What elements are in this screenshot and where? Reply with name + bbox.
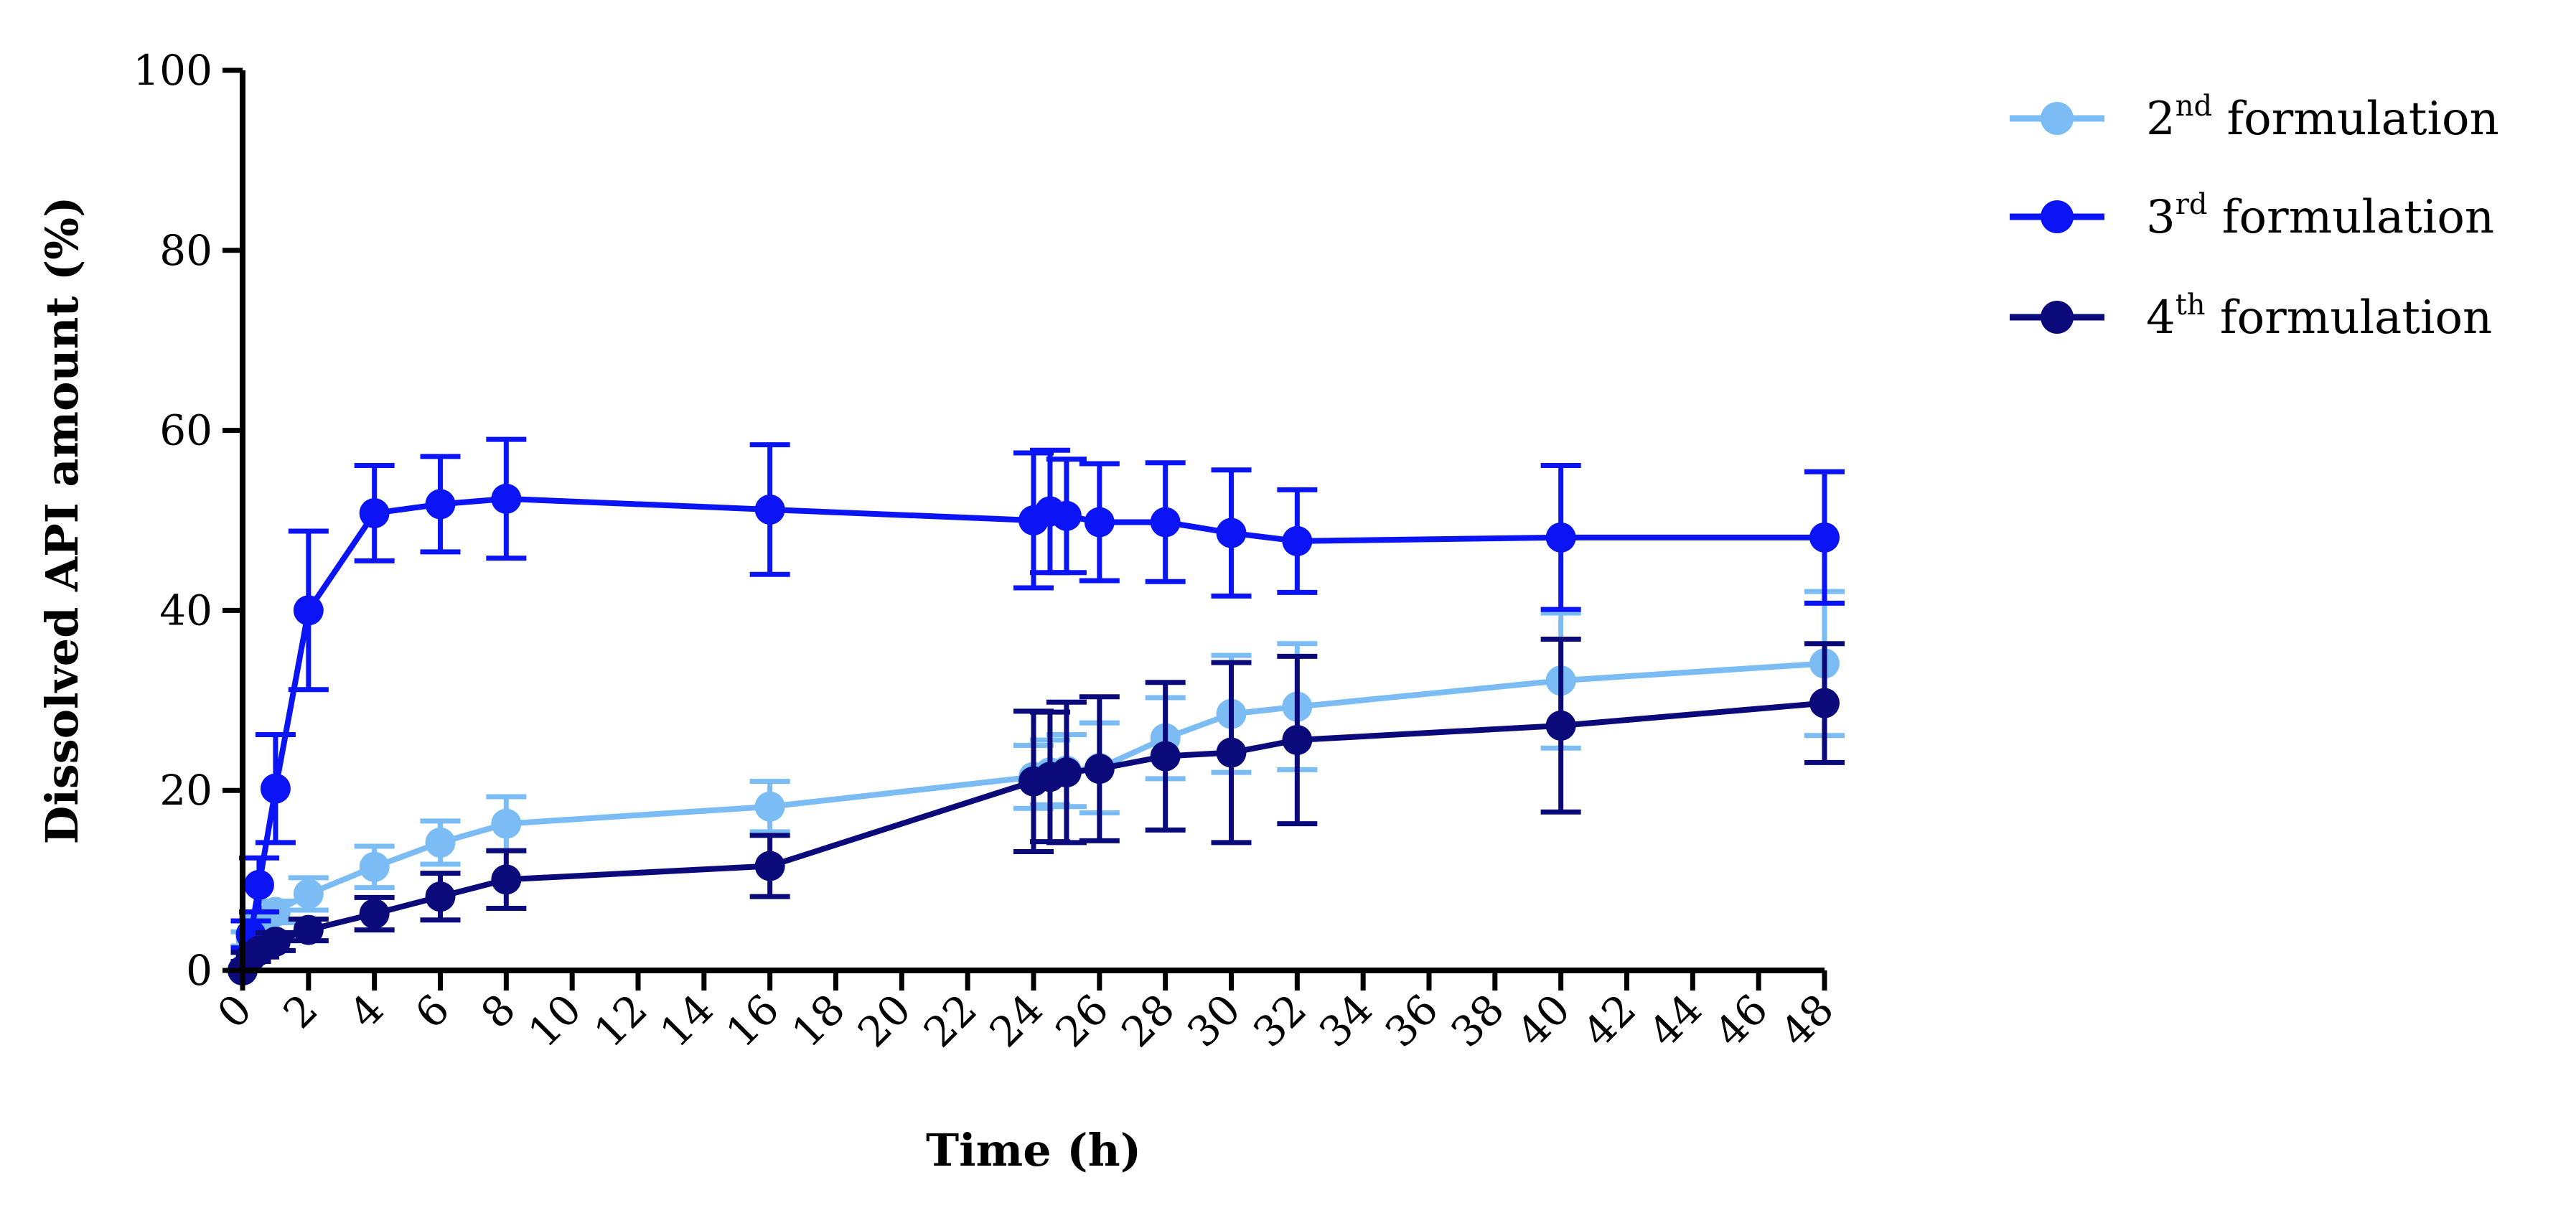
y-tick-label: 60 <box>159 406 212 455</box>
x-tick-label: 26 <box>1046 985 1118 1057</box>
y-tick-label: 0 <box>186 946 212 995</box>
x-tick-label: 42 <box>1573 985 1645 1057</box>
y-axis-title: Dissolved API amount (%) <box>36 197 88 845</box>
data-point <box>1150 507 1181 538</box>
data-point <box>359 898 390 929</box>
x-tick-label: 38 <box>1441 985 1513 1057</box>
data-point <box>1150 741 1181 772</box>
data-point <box>359 497 390 528</box>
legend-label-sup: th <box>2175 289 2206 322</box>
legend-label-sup: rd <box>2175 188 2208 221</box>
data-point <box>1809 522 1840 553</box>
x-tick-label: 12 <box>585 985 657 1057</box>
data-point <box>754 494 785 525</box>
x-tick-label: 8 <box>472 985 525 1038</box>
legend-label: 2nd formulation <box>2146 90 2499 146</box>
series-4 <box>228 637 1845 985</box>
y-tick-label: 80 <box>159 226 212 275</box>
x-tick-label: 10 <box>519 985 591 1057</box>
x-tick-label: 32 <box>1244 985 1316 1057</box>
y-tick-label: 20 <box>159 766 212 815</box>
data-point <box>754 791 785 822</box>
legend-swatch-marker <box>2041 301 2074 334</box>
x-tick-label: 48 <box>1771 985 1843 1057</box>
x-tick-label: 44 <box>1639 985 1711 1057</box>
plot-area <box>228 436 1845 985</box>
data-point <box>1051 500 1082 531</box>
x-tick-label: 34 <box>1310 985 1382 1057</box>
x-tick-label: 40 <box>1507 985 1579 1057</box>
legend-label: 3rd formulation <box>2146 188 2494 244</box>
x-tick-label: 0 <box>208 985 261 1038</box>
data-point <box>243 869 274 900</box>
data-point <box>425 881 456 912</box>
y-tick-label: 100 <box>133 46 212 95</box>
legend-label-base: 4 <box>2146 291 2175 345</box>
data-point <box>1216 518 1247 548</box>
data-point <box>491 483 522 514</box>
legend-label-base: 3 <box>2146 191 2175 244</box>
series-3 <box>228 436 1845 985</box>
data-point <box>1051 757 1082 788</box>
data-point <box>1084 754 1115 785</box>
x-tick-label: 30 <box>1178 985 1250 1057</box>
legend-label-rest: formulation <box>2206 291 2493 345</box>
data-point <box>1282 525 1313 556</box>
data-point <box>425 489 456 520</box>
x-tick-label: 24 <box>980 985 1052 1057</box>
data-point <box>425 827 456 858</box>
legend-item: 2nd formulation <box>2010 90 2499 146</box>
data-point <box>293 595 324 626</box>
data-point <box>1545 710 1576 741</box>
legend-swatch-marker <box>2041 200 2074 233</box>
y-ticks: 0 20 40 60 80 100 <box>133 46 243 995</box>
data-point <box>260 926 291 957</box>
data-point <box>293 914 324 945</box>
x-tick-label: 18 <box>782 985 854 1057</box>
x-tick-label: 36 <box>1376 985 1448 1057</box>
data-point <box>1545 522 1576 553</box>
legend-label-base: 2 <box>2146 93 2175 146</box>
data-point <box>293 879 324 909</box>
data-point <box>1216 737 1247 768</box>
data-point <box>491 808 522 839</box>
legend-label-rest: formulation <box>2212 93 2499 146</box>
legend-item: 3rd formulation <box>2010 188 2494 244</box>
data-point <box>1282 724 1313 755</box>
data-point <box>1084 507 1115 538</box>
y-tick-label: 40 <box>159 586 212 635</box>
legend-label: 4th formulation <box>2146 289 2492 345</box>
legend-item: 4th formulation <box>2010 289 2492 345</box>
x-tick-label: 6 <box>406 985 459 1038</box>
x-ticks: 0 2 4 6 810121416182022242628303234363840424… <box>208 970 1843 1057</box>
x-tick-label: 2 <box>274 985 327 1038</box>
data-point <box>359 851 390 882</box>
data-point <box>491 864 522 895</box>
x-tick-label: 14 <box>650 985 722 1057</box>
legend-swatch-marker <box>2041 102 2074 135</box>
x-tick-label: 4 <box>339 985 393 1038</box>
data-point <box>260 773 291 804</box>
x-tick-label: 46 <box>1705 985 1777 1057</box>
legend-label-sup: nd <box>2175 90 2212 123</box>
x-tick-label: 16 <box>716 985 788 1057</box>
data-point <box>754 851 785 881</box>
legend-label-rest: formulation <box>2207 191 2494 244</box>
x-tick-label: 22 <box>914 985 986 1057</box>
x-axis-title: Time (h) <box>926 1124 1141 1176</box>
x-tick-label: 20 <box>848 985 920 1057</box>
data-point <box>1809 688 1840 718</box>
x-tick-label: 28 <box>1112 985 1184 1057</box>
